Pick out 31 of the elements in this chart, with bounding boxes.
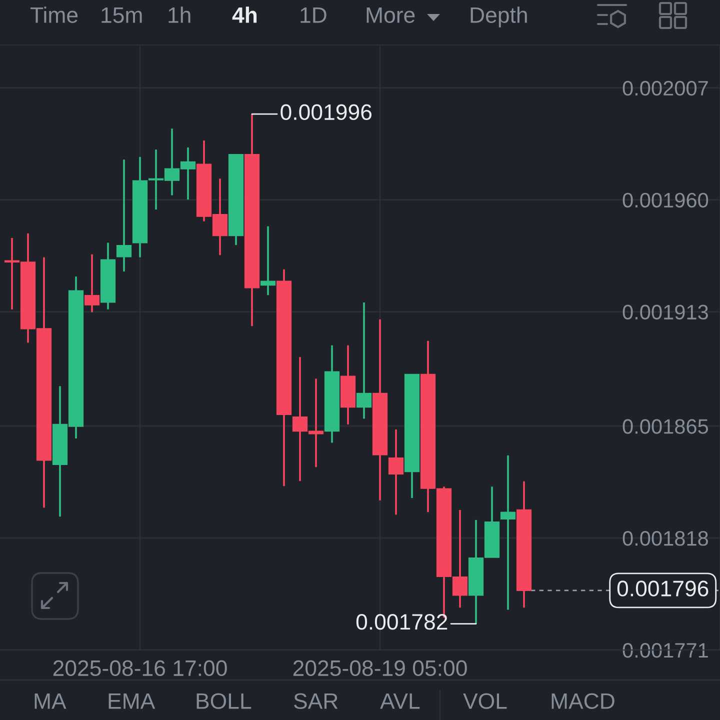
- candlestick: [388, 428, 404, 516]
- candlestick: [84, 253, 100, 314]
- y-tick-label: 0.002007: [622, 80, 708, 96]
- annotation: 0.001996: [280, 104, 372, 120]
- text: AVL: [380, 693, 420, 709]
- text: More: [366, 7, 415, 23]
- text: 15m: [102, 7, 142, 23]
- text: BOLL: [196, 693, 252, 709]
- text: VOL: [463, 693, 507, 709]
- candlestick: [260, 225, 276, 296]
- ref-line-label: 0.001796: [617, 580, 708, 596]
- candlestick: [356, 302, 372, 420]
- candlestick: [500, 454, 516, 611]
- text: MACD: [552, 693, 614, 709]
- y-tick-label: 0.001771: [622, 643, 708, 658]
- text: 1h: [168, 6, 190, 23]
- x-tick-label: 2025-08-19 05:00: [293, 660, 467, 676]
- text: 1D: [300, 7, 326, 23]
- y-tick-label: 0.001913: [622, 304, 708, 320]
- candlestick: [116, 158, 132, 272]
- x-tick-label: 2025-08-16 17:00: [53, 660, 227, 676]
- text: Depth: [470, 6, 527, 28]
- annotation: 0.001782: [356, 614, 448, 630]
- y-tick-label: 0.001960: [622, 192, 708, 208]
- y-tick-label: 0.001865: [622, 419, 708, 434]
- text: Time: [30, 6, 78, 23]
- text: 4h: [232, 6, 257, 23]
- text: SAR: [294, 693, 338, 709]
- text: MA: [34, 693, 66, 709]
- y-tick-label: 0.001818: [622, 531, 708, 546]
- text: EMA: [108, 693, 156, 709]
